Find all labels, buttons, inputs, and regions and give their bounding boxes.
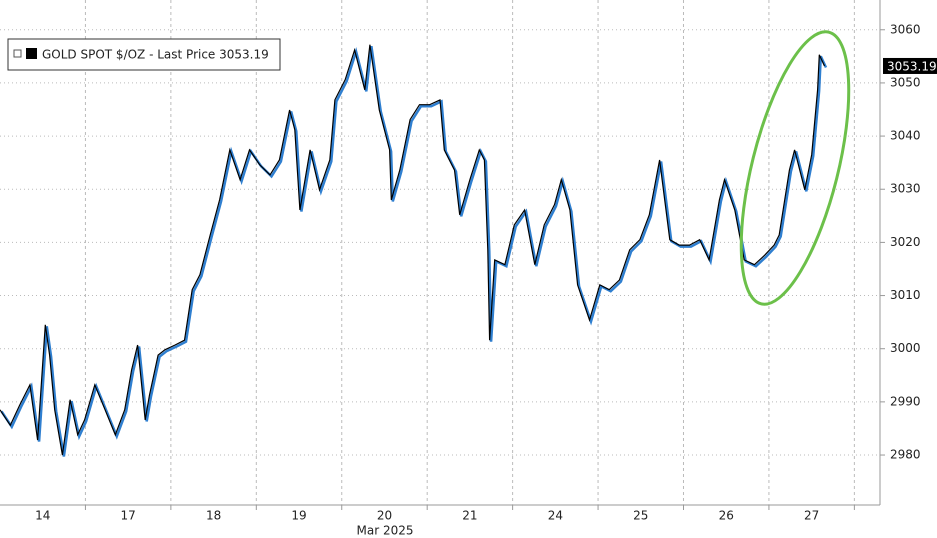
legend-box <box>7 38 281 71</box>
x-tick-label: 19 <box>291 509 306 523</box>
legend: GOLD SPOT $/OZ - Last Price 3053.19 <box>7 38 281 71</box>
y-tick-label: 3020 <box>890 235 921 249</box>
highlight-ellipse <box>739 30 851 306</box>
x-tick-label: 20 <box>377 509 392 523</box>
last-price-box <box>883 57 937 74</box>
x-tick-label: 17 <box>121 509 136 523</box>
y-tick-label: 3040 <box>890 129 921 143</box>
x-tick-label: 26 <box>719 509 734 523</box>
x-tick-label: 14 <box>35 509 50 523</box>
y-tick-label: 2980 <box>890 448 921 462</box>
y-tick-label: 3010 <box>890 288 921 302</box>
line-shadow <box>0 46 828 457</box>
line <box>0 44 826 456</box>
last-price-label: 3053.19 <box>887 59 937 73</box>
y-tick-label: 3000 <box>890 341 921 355</box>
x-tick-label: 18 <box>206 509 221 523</box>
y-tick-label: 3050 <box>890 75 921 89</box>
plot <box>0 44 828 457</box>
y-tick-label: 2990 <box>890 394 921 408</box>
legend-swatch <box>26 48 37 59</box>
x-tick-label: 27 <box>804 509 819 523</box>
x-tick-label: 25 <box>633 509 648 523</box>
x-sublabel: Mar 2025 <box>357 524 414 538</box>
legend-label: GOLD SPOT $/OZ - Last Price 3053.19 <box>42 48 269 62</box>
y-tick-label: 3060 <box>890 22 921 36</box>
legend-toggle <box>13 49 22 58</box>
y-tick-label: 3030 <box>890 182 921 196</box>
x-tick-label: 24 <box>548 509 563 523</box>
x-tick-label: 21 <box>462 509 477 523</box>
